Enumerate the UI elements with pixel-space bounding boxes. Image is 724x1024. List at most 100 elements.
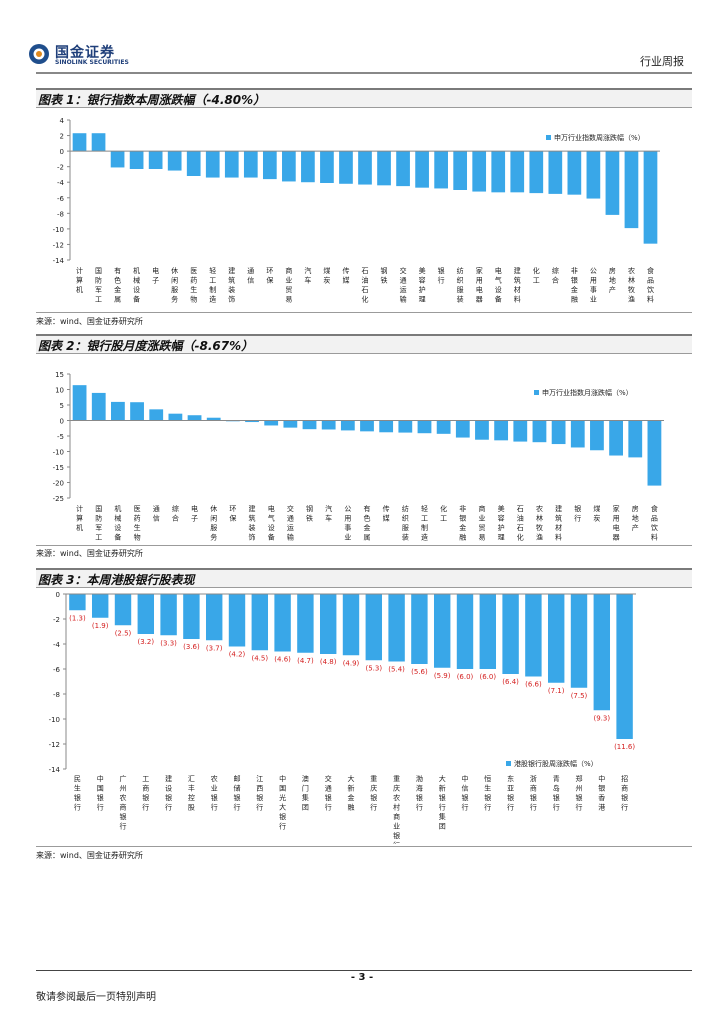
svg-text:中: 中	[279, 774, 286, 783]
svg-text:设: 设	[165, 784, 172, 793]
svg-text:子: 子	[152, 277, 159, 285]
bar	[319, 594, 337, 654]
bar	[302, 420, 317, 430]
svg-text:备: 备	[114, 533, 121, 542]
svg-text:器: 器	[613, 534, 620, 542]
svg-text:业: 业	[211, 784, 218, 793]
svg-text:农: 农	[536, 504, 543, 513]
svg-text:筑: 筑	[228, 276, 235, 285]
legend-swatch	[546, 135, 551, 140]
y-tick-label: 0	[56, 591, 60, 599]
svg-text:银: 银	[416, 793, 423, 802]
svg-text:丰: 丰	[188, 784, 195, 793]
svg-text:建: 建	[228, 266, 235, 275]
bar	[243, 151, 258, 178]
svg-text:有: 有	[114, 266, 121, 275]
svg-text:轻: 轻	[421, 504, 428, 513]
x-tick-label: 银行	[574, 504, 581, 523]
svg-text:医: 医	[134, 505, 141, 513]
svg-text:银: 银	[211, 793, 218, 802]
svg-text:建: 建	[249, 504, 256, 513]
svg-text:事: 事	[590, 285, 597, 294]
svg-text:集: 集	[439, 812, 446, 821]
svg-text:国: 国	[95, 267, 102, 275]
y-tick-label: -10	[49, 716, 60, 724]
bar	[647, 420, 662, 486]
svg-text:银: 银	[279, 812, 286, 821]
svg-text:化: 化	[533, 266, 540, 275]
svg-text:行: 行	[439, 803, 446, 812]
svg-text:重: 重	[393, 775, 400, 783]
bar	[590, 420, 604, 451]
bar	[513, 420, 528, 442]
svg-text:理: 理	[419, 296, 426, 304]
bar	[274, 594, 291, 652]
svg-text:算: 算	[76, 276, 83, 285]
svg-text:材: 材	[514, 285, 521, 294]
svg-text:护: 护	[498, 523, 505, 532]
data-label: (4.7)	[297, 657, 314, 665]
svg-text:合: 合	[552, 276, 559, 285]
svg-text:行: 行	[120, 822, 127, 831]
svg-text:股: 股	[188, 804, 195, 812]
svg-text:械: 械	[133, 276, 140, 285]
svg-text:服: 服	[457, 286, 464, 294]
svg-text:美: 美	[419, 266, 426, 275]
bar	[624, 151, 639, 229]
data-label: (7.5)	[571, 692, 588, 700]
bar	[340, 420, 355, 431]
figure3-bottom-rule	[36, 846, 692, 847]
svg-text:通: 通	[400, 276, 407, 285]
y-tick-label: -4	[57, 179, 65, 187]
svg-text:工: 工	[440, 515, 447, 523]
bar	[529, 151, 544, 194]
bar	[570, 594, 588, 688]
svg-text:招: 招	[621, 774, 628, 783]
svg-text:金: 金	[364, 523, 371, 532]
figure3-source: 来源：wind、国金证券研究所	[36, 851, 143, 860]
svg-text:造: 造	[209, 295, 216, 304]
svg-text:制: 制	[209, 285, 216, 294]
svg-text:器: 器	[476, 296, 483, 304]
svg-text:闲: 闲	[210, 514, 217, 523]
svg-text:工: 工	[95, 296, 102, 304]
svg-text:钢: 钢	[306, 504, 313, 513]
svg-text:行: 行	[574, 514, 581, 523]
y-tick-label: 0	[60, 418, 64, 426]
svg-text:金: 金	[348, 793, 355, 802]
y-tick-label: -4	[53, 641, 61, 649]
svg-text:银: 银	[393, 831, 400, 840]
svg-text:商: 商	[621, 784, 628, 793]
data-label: (6.0)	[479, 673, 496, 681]
bar	[396, 151, 410, 187]
svg-text:融: 融	[459, 533, 466, 542]
svg-text:行: 行	[530, 803, 537, 812]
svg-text:新: 新	[439, 784, 446, 793]
svg-text:国: 国	[95, 505, 102, 513]
data-label: (1.3)	[69, 614, 86, 622]
svg-text:大: 大	[279, 803, 286, 812]
figure1-title: 图表 1：银行指数本周涨跌幅（-4.80%）	[36, 88, 692, 108]
svg-text:饰: 饰	[249, 533, 256, 542]
x-tick-label: 通信	[247, 266, 254, 285]
y-tick-label: -14	[53, 257, 65, 265]
svg-text:广: 广	[120, 774, 127, 783]
svg-text:农: 农	[211, 774, 218, 783]
svg-text:金: 金	[571, 285, 578, 294]
svg-text:中: 中	[97, 774, 104, 783]
svg-text:业: 业	[344, 533, 351, 542]
svg-text:岛: 岛	[553, 784, 560, 793]
svg-text:业: 业	[393, 822, 400, 831]
svg-text:用: 用	[476, 277, 483, 285]
svg-text:纺: 纺	[457, 266, 464, 275]
